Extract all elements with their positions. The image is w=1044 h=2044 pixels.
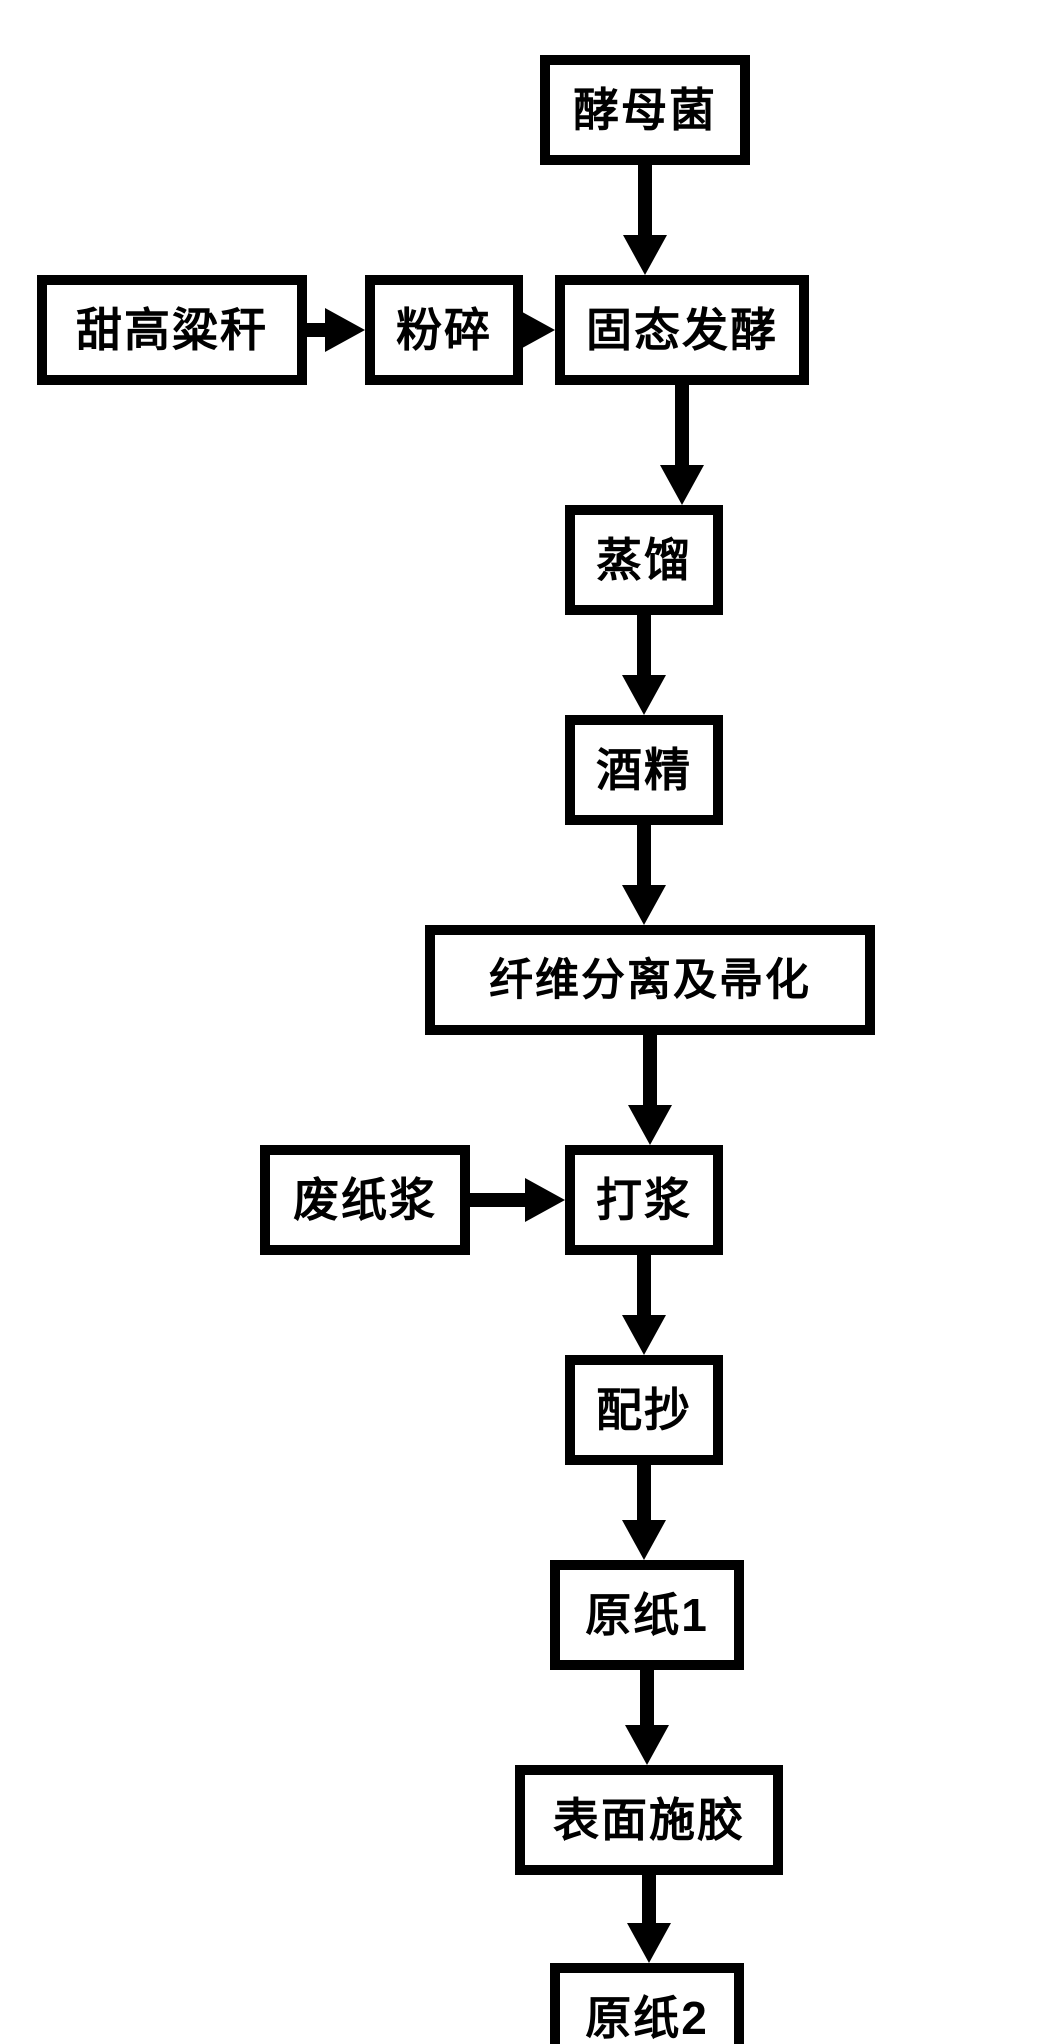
node-n_stalk: 甜高粱秆 <box>42 280 302 380</box>
node-label: 粉碎 <box>396 304 492 356</box>
node-label: 甜高粱秆 <box>76 304 268 356</box>
arrow-n_yeast-n_ferm <box>623 165 667 275</box>
node-n_alc: 酒精 <box>570 720 718 820</box>
node-n_crush: 粉碎 <box>370 280 518 380</box>
node-n_waste: 废纸浆 <box>265 1150 465 1250</box>
node-n_size: 表面施胶 <box>520 1770 778 1870</box>
node-n_raw1: 原纸1 <box>555 1565 739 1665</box>
node-label: 纤维分离及帚化 <box>489 956 811 1005</box>
arrow-n_waste-n_beat <box>470 1178 565 1222</box>
arrow-n_stalk-n_crush <box>307 308 365 352</box>
arrow-n_alc-n_fiber <box>622 825 666 925</box>
arrow-n_dist-n_alc <box>622 615 666 715</box>
arrow-n_crush-n_ferm <box>515 308 555 352</box>
node-n_ferm: 固态发酵 <box>560 280 804 380</box>
node-label: 酵母菌 <box>573 84 717 136</box>
node-n_raw2: 原纸2 <box>555 1968 739 2044</box>
arrow-n_mix-n_raw1 <box>622 1465 666 1560</box>
node-label: 表面施胶 <box>553 1794 745 1846</box>
node-n_fiber: 纤维分离及帚化 <box>430 930 870 1030</box>
node-label: 配抄 <box>596 1384 692 1436</box>
node-n_beat: 打浆 <box>570 1150 718 1250</box>
arrow-n_ferm-n_dist <box>660 385 704 505</box>
node-n_yeast: 酵母菌 <box>545 60 745 160</box>
node-n_mix: 配抄 <box>570 1360 718 1460</box>
arrow-n_beat-n_mix <box>622 1255 666 1355</box>
node-label: 打浆 <box>596 1174 692 1226</box>
flowchart-canvas: 酵母菌甜高粱秆 粉碎 固态发酵蒸馏酒精纤维分离及帚化废纸浆 打浆配抄原纸1 表面施胶原纸… <box>0 0 1044 2044</box>
node-label: 废纸浆 <box>293 1174 437 1226</box>
arrow-n_size-n_raw2 <box>627 1875 671 1963</box>
node-label: 酒精 <box>596 744 692 796</box>
node-label: 原纸2 <box>585 1992 709 2044</box>
arrow-n_raw1-n_size <box>625 1670 669 1765</box>
arrow-n_fiber-n_beat <box>628 1035 672 1145</box>
node-label: 固态发酵 <box>586 304 778 356</box>
node-label: 原纸1 <box>585 1589 709 1641</box>
node-n_dist: 蒸馏 <box>570 510 718 610</box>
node-label: 蒸馏 <box>596 534 692 586</box>
